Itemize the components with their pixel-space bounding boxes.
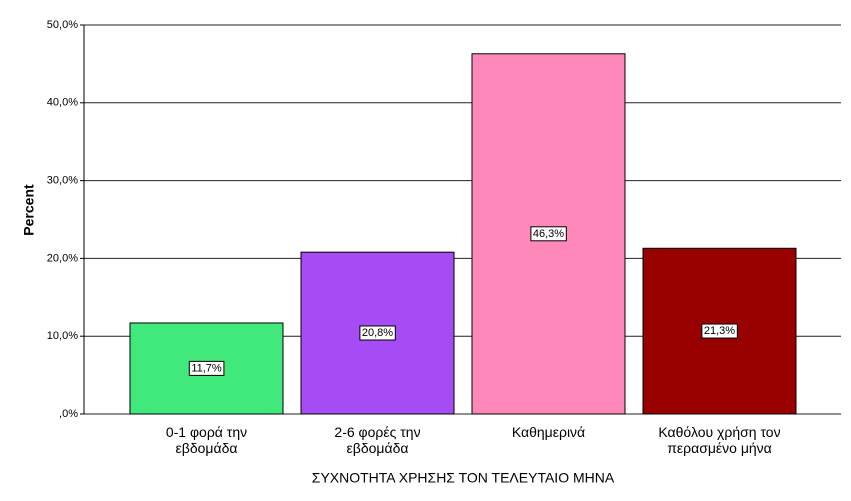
value-label-box (701, 323, 738, 339)
x-tick-label: 2-6 φορές την εβδομάδα (334, 424, 421, 456)
value-label: 21,3% (704, 325, 735, 337)
x-tick-label: Καθόλου χρήση τον περασμένο μήνα (658, 424, 781, 456)
x-axis-label: ΣΥΧΝΟΤΗΤΑ ΧΡΗΣΗΣ ΤΟΝ ΤΕΛΕΥΤΑΙΟ ΜΗΝΑ (312, 470, 615, 486)
value-label-box (188, 360, 225, 376)
value-label: 11,7% (191, 362, 222, 374)
y-tick-label: 20,0% (47, 252, 78, 264)
bar (129, 322, 284, 415)
value-label: 20,8% (362, 327, 393, 339)
y-tick-label: 10,0% (47, 330, 78, 342)
y-tick-label: ,0% (59, 408, 78, 420)
value-label-box (359, 325, 396, 341)
x-tick-label: Καθημερινά (511, 424, 586, 440)
value-label: 46,3% (533, 228, 564, 240)
y-tick-label: 30,0% (47, 175, 78, 187)
value-label-box (530, 226, 567, 242)
y-axis-label: Percent (21, 184, 37, 236)
y-tick-label: 50,0% (47, 19, 78, 31)
x-tick-label: 0-1 φορά την εβδομάδα (165, 424, 248, 456)
y-tick-label: 40,0% (47, 97, 78, 109)
